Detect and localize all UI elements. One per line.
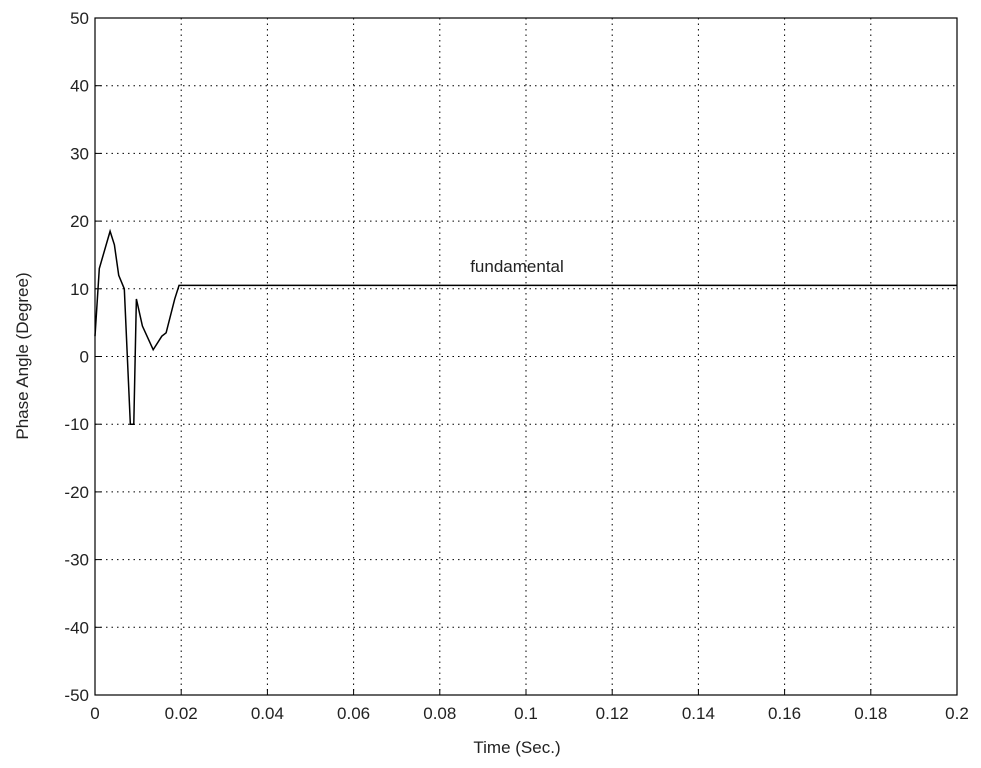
x-tick-label: 0.18 bbox=[854, 704, 887, 723]
y-tick-label: 40 bbox=[70, 77, 89, 96]
y-tick-label: 20 bbox=[70, 212, 89, 231]
x-tick-label: 0.14 bbox=[682, 704, 715, 723]
x-tick-label: 0.1 bbox=[514, 704, 538, 723]
x-tick-label: 0.12 bbox=[596, 704, 629, 723]
y-tick-label: -20 bbox=[64, 483, 89, 502]
y-tick-label: -30 bbox=[64, 551, 89, 570]
y-tick-label: 30 bbox=[70, 144, 89, 163]
y-tick-label: 50 bbox=[70, 9, 89, 28]
y-tick-label: -50 bbox=[64, 686, 89, 705]
y-axis-label: Phase Angle (Degree) bbox=[13, 272, 32, 439]
x-tick-label: 0.04 bbox=[251, 704, 284, 723]
x-tick-label: 0.2 bbox=[945, 704, 969, 723]
x-tick-label: 0.06 bbox=[337, 704, 370, 723]
annotation: fundamental bbox=[470, 257, 564, 276]
x-tick-label: 0 bbox=[90, 704, 99, 723]
y-tick-label: 10 bbox=[70, 280, 89, 299]
x-axis-label: Time (Sec.) bbox=[473, 738, 560, 757]
x-tick-label: 0.08 bbox=[423, 704, 456, 723]
data-line bbox=[94, 228, 957, 425]
x-tick-label: 0.16 bbox=[768, 704, 801, 723]
y-tick-label: 0 bbox=[80, 348, 89, 367]
y-tick-label: -40 bbox=[64, 618, 89, 637]
x-tick-label: 0.02 bbox=[165, 704, 198, 723]
y-tick-label: -10 bbox=[64, 415, 89, 434]
